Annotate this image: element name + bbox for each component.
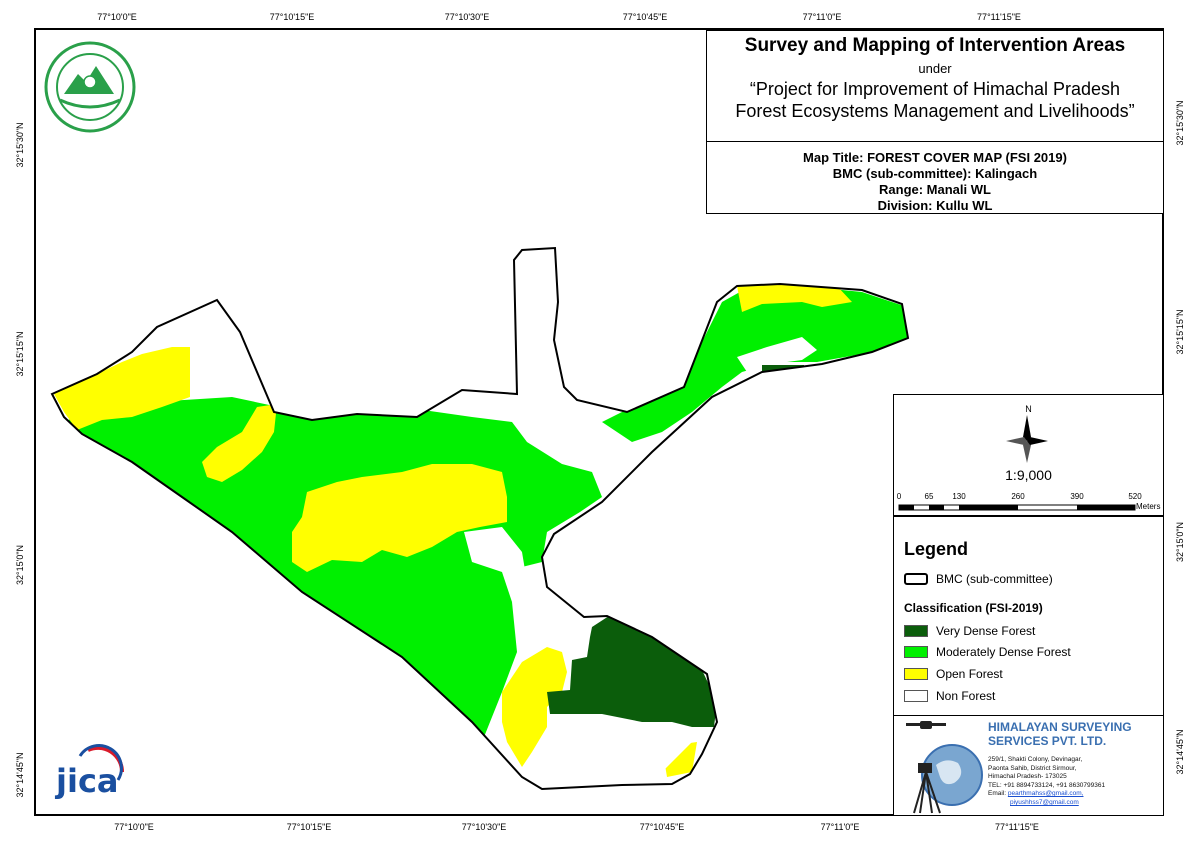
forest-cover-map xyxy=(44,41,910,791)
graticule-left-3: 32°15'0"N xyxy=(15,544,25,586)
scale-tick-390: 390 xyxy=(1070,492,1084,501)
scale-tick-0: 0 xyxy=(896,492,902,501)
open-forest-ne xyxy=(737,284,852,312)
jica-logo-text: jica xyxy=(56,762,119,800)
address-line: Paonta Sahib, District Sirmour, xyxy=(988,764,1077,772)
scale-tick-520: 520 xyxy=(1128,492,1142,501)
range-name: Range: Manali WL xyxy=(879,182,991,197)
title-block: Survey and Mapping of Intervention Areas… xyxy=(706,30,1164,142)
non-forest-swatch xyxy=(904,690,928,702)
legend-item-open: Open Forest xyxy=(904,667,1003,681)
scale-unit: Meters xyxy=(1136,502,1161,511)
legend-title: Legend xyxy=(904,539,969,559)
company-block: HIMALAYAN SURVEYING SERVICES PVT. LTD. 2… xyxy=(893,715,1164,816)
north-arrow-icon xyxy=(898,415,1136,511)
north-label: N xyxy=(1025,404,1032,414)
scale-tick-260: 260 xyxy=(1011,492,1025,501)
boundary-label: BMC (sub-committee) xyxy=(936,572,1053,586)
company-name-line-1: HIMALAYAN SURVEYING xyxy=(988,720,1132,734)
scale-tick-130: 130 xyxy=(952,492,966,501)
division-name: Division: Kullu WL xyxy=(877,198,993,213)
open-forest-strip xyxy=(202,404,277,482)
graticule-right-3: 32°15'0"N xyxy=(1175,521,1185,563)
very-dense-swatch xyxy=(904,625,928,637)
open-forest-center xyxy=(292,464,507,572)
email-link-2[interactable]: piyushhss7@gmail.com xyxy=(1010,798,1079,806)
graticule-bottom-6: 77°11'15"E xyxy=(995,822,1039,832)
very-dense-forest-patch xyxy=(547,614,717,727)
non-forest-gap-1 xyxy=(464,527,527,602)
company-name-line-2: SERVICES PVT. LTD. xyxy=(988,734,1107,748)
email-line: Email: pearthmahss@gmail.com, xyxy=(988,790,1105,799)
email-line-2: piyushhss7@gmail.com xyxy=(988,799,1105,808)
project-line-2: Forest Ecosystems Management and Livelih… xyxy=(735,101,1135,121)
non-forest-gap-2 xyxy=(737,337,817,372)
non-forest-gap-3 xyxy=(547,714,692,784)
project-name: “Project for Improvement of Himachal Pra… xyxy=(707,78,1163,122)
graticule-bottom-5: 77°11'0"E xyxy=(820,822,860,832)
graticule-right-2: 32°15'15"N xyxy=(1175,309,1185,355)
graticule-top-1: 77°10'0"E xyxy=(97,12,137,22)
graticule-bottom-1: 77°10'0"E xyxy=(114,822,154,832)
legend-label: Moderately Dense Forest xyxy=(936,645,1071,659)
legend-item-very-dense: Very Dense Forest xyxy=(904,624,1035,638)
graticule-right-1: 32°15'30"N xyxy=(1175,100,1185,146)
legend-item-moderately-dense: Moderately Dense Forest xyxy=(904,645,1071,659)
email-label: Email: xyxy=(988,790,1007,798)
scale-ratio: 1:9,000 xyxy=(1005,467,1052,483)
classification-raster xyxy=(52,248,908,789)
open-forest-nw xyxy=(54,347,190,430)
legend-block: Legend BMC (sub-committee) Classificatio… xyxy=(893,516,1164,716)
title-heading: Survey and Mapping of Intervention Areas xyxy=(744,35,1126,56)
graticule-right-4: 32°14'45"N xyxy=(1175,729,1185,775)
graticule-top-4: 77°10'45"E xyxy=(622,12,668,22)
moderately-dense-swatch xyxy=(904,646,928,658)
scale-block: N 1:9,000 0 65 130 260 390 520 Meters xyxy=(893,394,1164,516)
company-name: HIMALAYAN SURVEYING SERVICES PVT. LTD. xyxy=(988,720,1132,748)
drone-globe-logo xyxy=(906,721,983,814)
address-line: 259/1, Shakti Colony, Devinagar, xyxy=(988,756,1083,763)
graticule-left-1: 32°15'30"N xyxy=(15,122,25,168)
jica-logo: jica xyxy=(50,740,130,809)
classification-title: Classification (FSI-2019) xyxy=(904,601,1043,615)
graticule-top-5: 77°11'0"E xyxy=(802,12,842,22)
graticule-top-3: 77°10'30"E xyxy=(444,12,490,22)
address-line: Himachal Pradesh- 173025 xyxy=(988,773,1067,781)
legend-label: Non Forest xyxy=(936,689,996,703)
open-forest-south xyxy=(502,647,567,767)
boundary-swatch xyxy=(904,573,928,585)
scale-tick-65: 65 xyxy=(924,492,934,501)
email-link-1[interactable]: pearthmahss@gmail.com, xyxy=(1007,790,1084,798)
address-line: TEL: +91 8894733124, +91 8630799361 xyxy=(988,781,1106,789)
legend-item-non-forest: Non Forest xyxy=(904,689,995,703)
graticule-bottom-3: 77°10'30"E xyxy=(461,822,507,832)
graticule-bottom-2: 77°10'15"E xyxy=(286,822,332,832)
graticule-top-6: 77°11'15"E xyxy=(977,12,1021,22)
graticule-left-2: 32°15'15"N xyxy=(15,331,25,377)
map-info-block: Map Title: FOREST COVER MAP (FSI 2019) B… xyxy=(706,141,1164,214)
company-address: 259/1, Shakti Colony, Devinagar, Paonta … xyxy=(988,756,1105,808)
bmc-name: BMC (sub-committee): Kalingach xyxy=(832,166,1038,181)
project-line-1: “Project for Improvement of Himachal Pra… xyxy=(749,79,1121,99)
graticule-top-2: 77°10'15"E xyxy=(269,12,315,22)
jica-logo-icon xyxy=(78,744,125,781)
graticule-bottom-4: 77°10'45"E xyxy=(639,822,685,832)
graticule-left-4: 32°14'45"N xyxy=(15,752,25,798)
map-title: Map Title: FOREST COVER MAP (FSI 2019) xyxy=(803,150,1067,165)
hp-forest-emblem-logo xyxy=(44,41,136,133)
title-under: under xyxy=(918,61,952,76)
map-frame xyxy=(34,28,1164,816)
bmc-boundary xyxy=(50,246,910,791)
legend-boundary-row: BMC (sub-committee) xyxy=(904,572,1053,586)
legend-label: Open Forest xyxy=(936,667,1003,681)
open-forest-swatch xyxy=(904,668,928,680)
legend-label: Very Dense Forest xyxy=(936,624,1036,638)
